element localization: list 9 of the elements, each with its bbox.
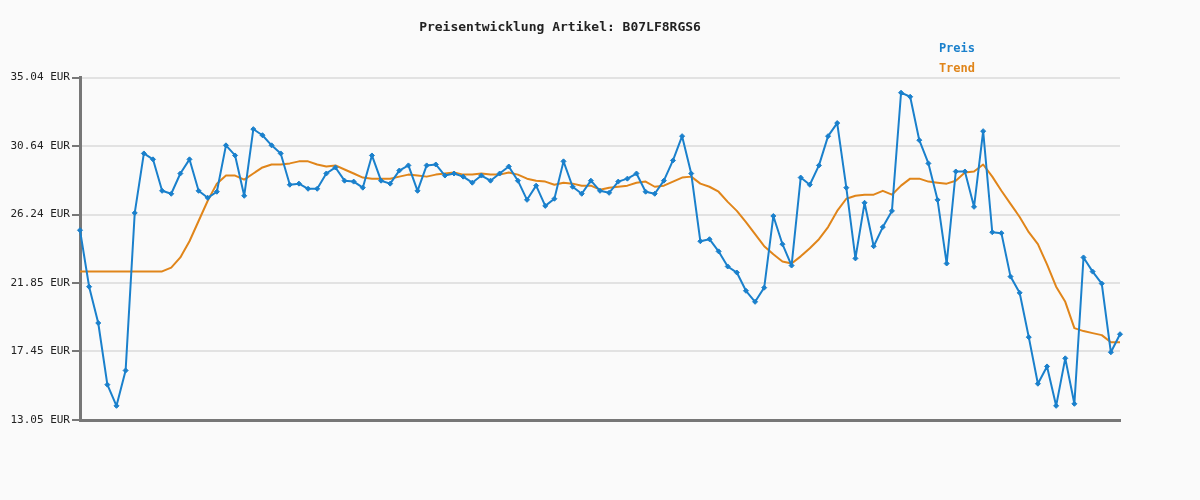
text: Trend bbox=[938, 60, 975, 77]
y-tick-label: 13.05 EUR bbox=[10, 412, 71, 426]
y-tick-label: 17.45 EUR bbox=[10, 344, 71, 358]
chart-title: Preisentwicklung Artikel: B07LF8RGS6 bbox=[419, 19, 702, 35]
y-tick-label: 30.64 EUR bbox=[10, 138, 71, 152]
text: Preis bbox=[938, 40, 975, 57]
y-tick-label: 26.24 EUR bbox=[10, 207, 71, 221]
y-tick-label: 21.85 EUR bbox=[10, 275, 71, 289]
y-tick-label: 35.04 EUR bbox=[10, 70, 71, 84]
